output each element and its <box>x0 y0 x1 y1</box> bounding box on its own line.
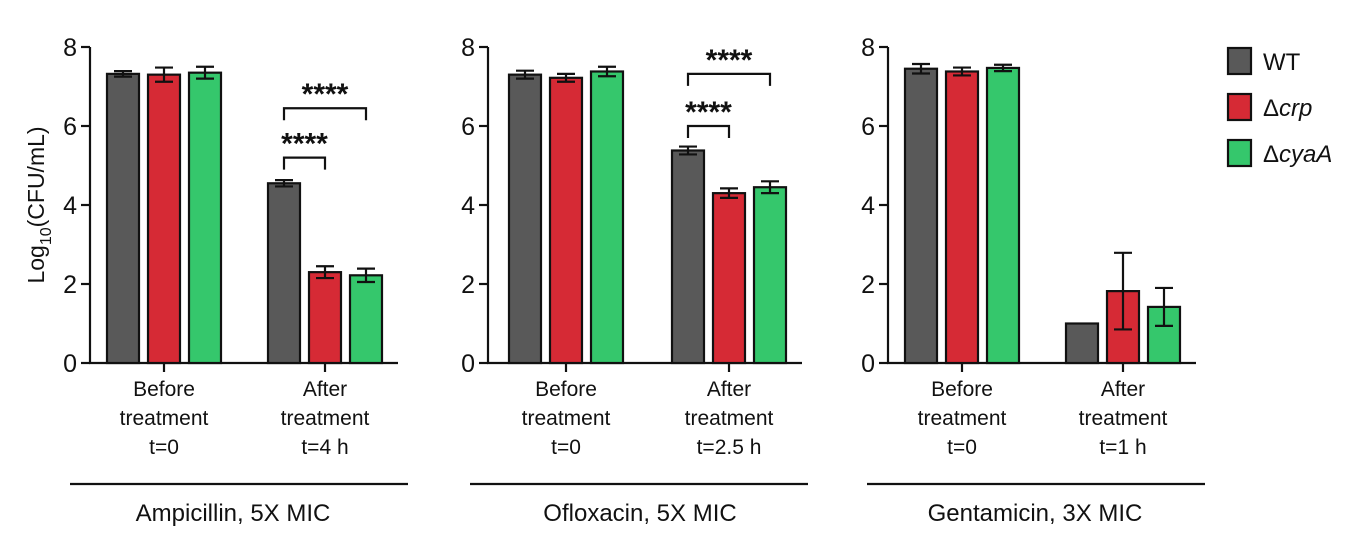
bar-wt <box>670 149 706 365</box>
legend-swatch <box>1226 92 1253 122</box>
y-tick-label: 6 <box>461 113 475 141</box>
legend-item-crp: Δcrp <box>1226 92 1312 122</box>
bar-cyaa <box>187 71 223 365</box>
bar-cyaa <box>752 186 788 365</box>
significance-bracket <box>282 107 368 121</box>
group-label-line: Before <box>535 378 597 401</box>
y-tick-label: 0 <box>63 350 77 378</box>
group-label-line: treatment <box>120 407 209 430</box>
legend-label-name: WT <box>1263 49 1301 76</box>
y-tick-label: 8 <box>461 34 475 62</box>
group-label-line: After <box>1101 378 1145 401</box>
legend-swatch <box>1226 46 1253 76</box>
y-axis-title-subscript: 10 <box>38 227 55 245</box>
y-tick-label: 2 <box>861 271 875 299</box>
y-tick-label: 0 <box>861 350 875 378</box>
group-label-line: treatment <box>918 407 1007 430</box>
group-label-line: t=0 <box>947 436 977 459</box>
group-label-line: treatment <box>1079 407 1168 430</box>
group-label-line: Before <box>133 378 195 401</box>
legend-label-prefix: Δ <box>1263 141 1279 168</box>
panel-title: Ofloxacin, 5X MIC <box>543 500 736 527</box>
y-tick-label: 8 <box>861 34 875 62</box>
significance-bracket <box>686 124 731 138</box>
y-tick-label: 2 <box>63 271 77 299</box>
legend-label: ΔcyaA <box>1263 141 1332 168</box>
group-label-line: t=1 h <box>1099 436 1146 459</box>
panel-3: 0 2 4 6 8 Before treatment t=0 After treatment t=1… <box>861 34 1205 527</box>
legend-swatch <box>1226 138 1253 168</box>
group-label-line: treatment <box>685 407 774 430</box>
y-tick-label: 6 <box>63 113 77 141</box>
y-tick-label: 0 <box>461 350 475 378</box>
legend-label-name: cyaA <box>1279 141 1332 168</box>
bar-crp <box>548 76 584 365</box>
y-axis-title-base: Log <box>23 245 49 283</box>
legend-label: Δcrp <box>1263 95 1312 122</box>
bar-wt <box>266 182 302 365</box>
group-label-line: t=0 <box>551 436 581 459</box>
bar-wt <box>1064 322 1100 365</box>
group-label-line: After <box>303 378 347 401</box>
significance-bracket <box>282 156 327 170</box>
bar-cyaa <box>348 274 384 365</box>
y-tick-label: 4 <box>461 192 475 220</box>
bar-cyaa <box>589 70 625 365</box>
bar-wt <box>507 73 543 365</box>
legend-item-cyaa: ΔcyaA <box>1226 138 1332 168</box>
bar-wt <box>105 72 141 365</box>
panel-title: Gentamicin, 3X MIC <box>928 500 1143 527</box>
group-label-line: t=2.5 h <box>697 436 762 459</box>
chart-root: Log10(CFU/mL) 0 2 4 6 8 Before treatment t=0 Afte… <box>23 34 1205 527</box>
y-tick-label: 2 <box>461 271 475 299</box>
y-tick-label: 6 <box>861 113 875 141</box>
legend-label: WT <box>1263 49 1301 76</box>
significance-label: **** <box>685 96 732 129</box>
panel-title: Ampicillin, 5X MIC <box>136 500 331 527</box>
group-label-line: treatment <box>281 407 370 430</box>
group-label-line: t=0 <box>149 436 179 459</box>
bar-wt <box>903 67 939 365</box>
y-axis-title-suffix: (CFU/mL) <box>23 126 49 227</box>
significance-label: **** <box>302 78 349 111</box>
panel-1: 0 2 4 6 8 Before treatment t=0 After treatment t=4… <box>63 34 408 527</box>
legend-label-name: crp <box>1279 95 1312 122</box>
y-axis-title: Log10(CFU/mL) <box>23 126 55 283</box>
bar-crp <box>711 192 747 365</box>
group-label-line: After <box>707 378 751 401</box>
group-label-line: t=4 h <box>301 436 348 459</box>
bar-cyaa <box>985 66 1021 365</box>
legend-label-prefix: Δ <box>1263 95 1279 122</box>
panel-2: 0 2 4 6 8 Before treatment t=0 After treatment t=2… <box>461 34 808 527</box>
legend-item-wt: WT <box>1226 46 1301 76</box>
bar-crp <box>146 73 182 365</box>
significance-bracket <box>686 72 772 86</box>
y-tick-label: 4 <box>63 192 77 220</box>
bar-crp <box>944 70 980 365</box>
group-label-line: treatment <box>522 407 611 430</box>
significance-label: **** <box>281 128 328 161</box>
group-label-line: Before <box>931 378 993 401</box>
y-tick-label: 8 <box>63 34 77 62</box>
significance-label: **** <box>706 44 753 77</box>
bar-crp <box>307 271 343 365</box>
y-tick-label: 4 <box>861 192 875 220</box>
